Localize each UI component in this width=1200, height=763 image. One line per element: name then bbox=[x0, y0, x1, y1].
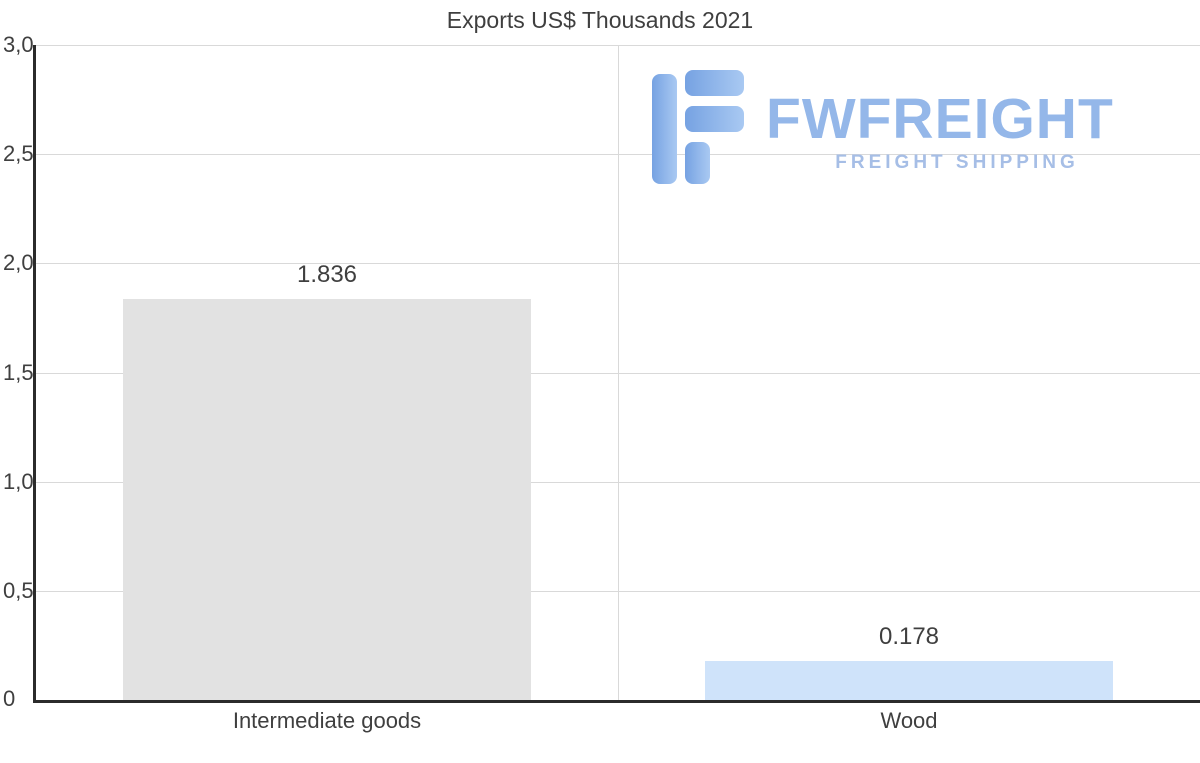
brand-name: FWFREIGHT bbox=[766, 87, 1114, 151]
fwfreight-logo-icon bbox=[652, 70, 744, 184]
x-axis-line bbox=[33, 700, 1200, 703]
bar-intermediate-goods bbox=[123, 299, 531, 700]
bar-wood bbox=[705, 661, 1113, 700]
bar-value-label: 0.178 bbox=[878, 623, 940, 651]
y-tick-label: 2,0 bbox=[3, 250, 34, 275]
y-axis-line bbox=[33, 45, 36, 703]
gridline-vertical bbox=[618, 45, 619, 700]
bar-group-intermediate-goods: 1.836 bbox=[36, 45, 618, 700]
bar-group-wood: 0.178 bbox=[618, 45, 1200, 700]
y-tick-label: 0,5 bbox=[3, 578, 34, 603]
y-tick-label: 0 bbox=[3, 686, 16, 711]
plot-area: 1.836 0.178 bbox=[36, 45, 1200, 700]
y-tick-label: 2,5 bbox=[3, 141, 34, 166]
bar-value-label: 1.836 bbox=[296, 261, 358, 289]
brand-tagline: FREIGHT SHIPPING bbox=[835, 152, 1079, 173]
y-tick-label: 1,5 bbox=[3, 360, 34, 385]
y-tick-label: 3,0 bbox=[3, 32, 34, 57]
x-category-label: Wood bbox=[880, 708, 938, 733]
y-tick-label: 1,0 bbox=[3, 469, 34, 494]
chart-title: Exports US$ Thousands 2021 bbox=[446, 7, 754, 33]
x-category-label: Intermediate goods bbox=[232, 708, 422, 733]
